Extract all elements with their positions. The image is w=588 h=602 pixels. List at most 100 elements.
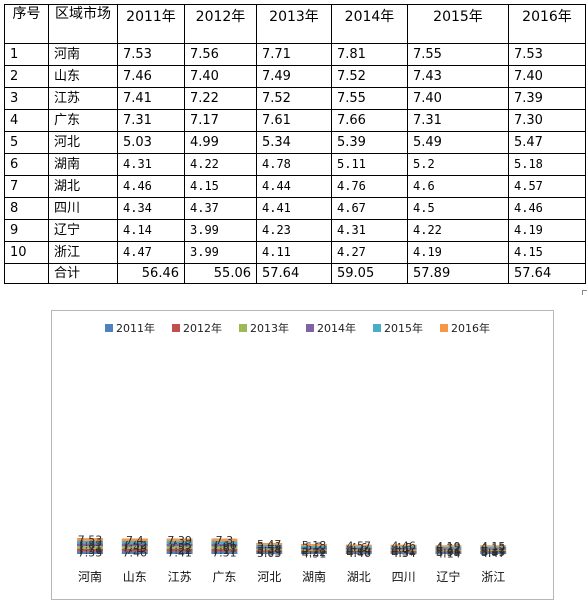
bar-segment — [345, 552, 372, 554]
total-value-cell: 57.64 — [256, 263, 332, 284]
bar-segment — [166, 543, 193, 547]
value-cell: 4.46 — [117, 175, 185, 198]
chart-frame: 2011年 2012年 2013年 2014年 2015年 2016年 7.53 7.56 7.… — [51, 310, 554, 600]
value-cell: 4.5 — [407, 197, 509, 220]
data-label: 4.15 — [481, 540, 506, 553]
bar-segment — [345, 551, 372, 553]
bar-segment — [121, 548, 148, 552]
value-cell: 4.67 — [331, 197, 408, 220]
value-cell: 5.18 — [508, 153, 586, 176]
bar-segment — [301, 551, 327, 553]
table-header-cell: 2014年 — [331, 4, 408, 44]
bar-segment — [435, 545, 462, 547]
table-corner-mark — [582, 290, 587, 295]
value-cell: 7.31 — [407, 109, 509, 132]
value-cell: 4.76 — [331, 175, 408, 198]
bar-segment — [166, 546, 193, 549]
category-label: 浙江 — [481, 570, 505, 584]
value-cell: 5.39 — [331, 131, 408, 154]
table-row: 6 湖南 4.31 4.22 4.78 5.11 5.2 5.18 — [4, 153, 586, 176]
table-row: 4 广东 7.31 7.17 7.61 7.66 7.31 7.30 — [4, 109, 586, 132]
table-row: 8 四川 4.34 4.37 4.41 4.67 4.5 4.46 — [4, 197, 586, 220]
value-cell: 4.78 — [256, 153, 332, 176]
category-label: 四川 — [392, 570, 416, 584]
legend-swatch — [440, 324, 448, 332]
legend-label: 2015年 — [384, 321, 423, 335]
table-row: 5 河北 5.03 4.99 5.34 5.39 5.49 5.47 — [4, 131, 586, 154]
bar-segment — [435, 552, 462, 554]
value-cell: 7.40 — [407, 87, 509, 110]
bar-segment — [480, 551, 507, 553]
value-cell: 4.19 — [407, 241, 509, 264]
data-label: 5.47 — [257, 538, 282, 551]
region-cell: 湖南 — [48, 153, 118, 176]
total-value-cell: 57.89 — [407, 263, 509, 284]
bar-segment — [256, 550, 283, 553]
bar-segment — [77, 538, 103, 541]
bar-segment — [77, 543, 103, 547]
row-index-cell: 6 — [4, 153, 49, 176]
value-cell: 5.2 — [407, 153, 509, 176]
value-cell: 3.99 — [184, 219, 257, 242]
category-label: 山东 — [123, 570, 147, 584]
total-value-cell: 57.64 — [508, 263, 586, 284]
table-header-cell: 2011年 — [117, 4, 185, 44]
bar-segment — [77, 551, 103, 554]
table-header-cell: 2016年 — [508, 4, 586, 44]
value-cell: 7.55 — [331, 87, 408, 110]
bar-segment — [121, 543, 148, 547]
value-cell: 5.49 — [407, 131, 509, 154]
total-label-cell: 合计 — [48, 263, 118, 284]
category-label: 辽宁 — [436, 569, 460, 584]
table-header-row: 序号 区域市场 2011年 2012年 2013年 2014年 2015年 2016年 — [4, 4, 586, 44]
category-label: 河北 — [257, 570, 281, 584]
value-cell: 4.22 — [407, 219, 509, 242]
row-index-cell: 3 — [4, 87, 49, 110]
data-label: 5.18 — [302, 539, 327, 552]
table-header-cell: 2015年 — [407, 4, 509, 44]
stacked-bar-chart: 2011年 2012年 2013年 2014年 2015年 2016年7.537.567.… — [77, 321, 507, 584]
bar-segment — [480, 549, 507, 552]
bar-segment — [345, 546, 372, 548]
value-cell: 7.61 — [256, 109, 332, 132]
bar-segment — [301, 547, 327, 550]
bar-segment — [435, 551, 462, 553]
legend-label: 2012年 — [183, 321, 222, 335]
bar-segment — [256, 546, 283, 549]
bar-segment — [480, 545, 507, 547]
value-cell: 7.31 — [117, 109, 185, 132]
row-index-cell: 4 — [4, 109, 49, 132]
bar-segment — [121, 538, 148, 542]
region-cell: 浙江 — [48, 241, 118, 264]
value-cell: 7.22 — [184, 87, 257, 110]
value-cell: 7.30 — [508, 109, 586, 132]
table-row: 1 河南 7.53 7.56 7.71 7.81 7.55 7.53 — [4, 43, 586, 66]
table-row: 3 江苏 7.41 7.22 7.52 7.55 7.40 7.39 — [4, 87, 586, 110]
value-cell: 4.99 — [184, 131, 257, 154]
bar-segment — [166, 538, 193, 542]
value-cell: 4.31 — [331, 219, 408, 242]
value-cell: 5.03 — [117, 131, 185, 154]
bar-segment — [211, 538, 238, 542]
value-cell: 4.22 — [184, 153, 257, 176]
bar-segment — [77, 546, 103, 549]
data-label: 4.22 — [436, 541, 461, 554]
region-cell: 江苏 — [48, 87, 118, 110]
value-cell: 7.40 — [184, 65, 257, 88]
bar-segment — [166, 548, 193, 552]
bar-segment — [435, 548, 462, 550]
legend-swatch — [373, 324, 381, 332]
table-header-cell: 区域市场 — [48, 4, 118, 44]
bar-segment — [390, 544, 417, 547]
bar-segment — [166, 541, 193, 544]
bar-segment — [211, 548, 238, 552]
value-cell: 7.52 — [331, 65, 408, 88]
data-label: 7.3 — [216, 534, 234, 547]
region-cell: 辽宁 — [48, 219, 118, 242]
value-cell: 4.37 — [184, 197, 257, 220]
data-label: 4.57 — [347, 539, 372, 552]
category-label: 湖南 — [302, 569, 326, 584]
data-label: 7.53 — [78, 533, 103, 546]
bar-segment — [480, 552, 507, 554]
table-row: 2 山东 7.46 7.40 7.49 7.52 7.43 7.40 — [4, 65, 586, 88]
